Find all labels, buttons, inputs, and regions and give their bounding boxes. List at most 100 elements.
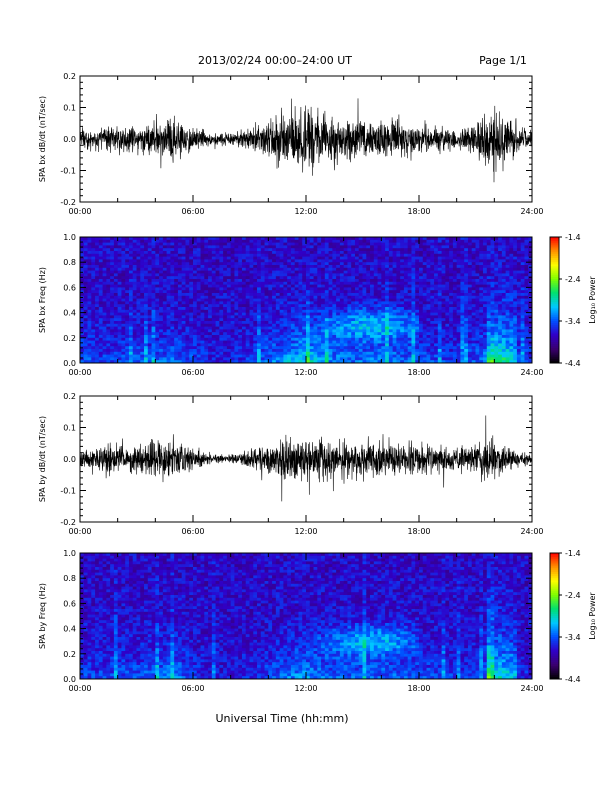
spectrogram-cell bbox=[257, 326, 262, 330]
spectrogram-cell bbox=[95, 273, 100, 277]
spectrogram-cell bbox=[279, 343, 284, 347]
spectrogram-cell bbox=[181, 326, 186, 330]
spectrogram-cell bbox=[400, 267, 405, 271]
spectrogram-cell bbox=[113, 343, 119, 347]
spectrogram-cell bbox=[430, 276, 435, 280]
spectrogram-cell bbox=[449, 251, 454, 255]
spectrogram-cell bbox=[102, 329, 107, 333]
spectrogram-cell bbox=[306, 290, 311, 294]
spectrogram-cell bbox=[264, 273, 269, 277]
spectrogram-cell bbox=[272, 312, 277, 316]
spectrogram-cell bbox=[136, 321, 141, 325]
spectrogram-cell bbox=[430, 265, 435, 269]
spectrogram-cell bbox=[486, 262, 491, 266]
spectrogram-cell bbox=[381, 329, 386, 333]
spectrogram-cell bbox=[249, 343, 254, 347]
spectrogram-cell bbox=[321, 343, 326, 347]
spectrogram-cell bbox=[486, 273, 491, 277]
spectrogram-cell bbox=[407, 335, 412, 339]
spectrogram-cell bbox=[279, 318, 284, 322]
spectrogram-cell bbox=[128, 293, 134, 297]
spectrogram-cell bbox=[381, 349, 386, 353]
spectrogram-cell bbox=[407, 239, 412, 243]
spectrogram-cell bbox=[226, 354, 232, 358]
spectrogram-cell bbox=[136, 276, 141, 280]
spectrogram-cell bbox=[321, 329, 326, 333]
spectrogram-cell bbox=[279, 267, 284, 271]
spectrogram-cell bbox=[83, 284, 88, 288]
spectrogram-cell bbox=[234, 262, 239, 266]
spectrogram-cell bbox=[110, 276, 115, 280]
spectrogram-cell bbox=[132, 360, 137, 364]
spectrogram-cell bbox=[144, 360, 149, 364]
spectrogram-cell bbox=[475, 346, 480, 350]
spectrogram-cell bbox=[185, 351, 190, 355]
spectrogram-cell bbox=[102, 267, 107, 271]
spectrogram-cell bbox=[343, 279, 348, 283]
spectrogram-cell bbox=[471, 309, 476, 313]
spectrogram-cell bbox=[464, 335, 469, 339]
spectrogram-cell bbox=[132, 276, 137, 280]
spectrogram-cell bbox=[321, 323, 326, 327]
spectrogram-cell bbox=[471, 337, 476, 341]
spectrogram-cell bbox=[419, 321, 424, 325]
spectrogram-cell bbox=[290, 357, 296, 361]
spectrogram-cell bbox=[419, 312, 424, 316]
spectrogram-cell bbox=[140, 340, 145, 344]
spectrogram-cell bbox=[411, 267, 416, 271]
spectrogram-cell bbox=[113, 323, 119, 327]
spectrogram-cell bbox=[403, 293, 409, 297]
spectrogram-cell bbox=[290, 343, 296, 347]
spectrogram-cell bbox=[377, 253, 382, 257]
spectrogram-cell bbox=[422, 281, 427, 285]
spectrogram-cell bbox=[95, 315, 100, 319]
spectrogram-cell bbox=[445, 337, 450, 341]
spectrogram-cell bbox=[377, 237, 382, 241]
spectrogram-cell bbox=[347, 251, 352, 255]
spectrogram-cell bbox=[275, 281, 281, 285]
spectrogram-cell bbox=[354, 323, 360, 327]
spectrogram-cell bbox=[80, 279, 85, 283]
spectrogram-cell bbox=[388, 332, 394, 336]
spectrogram-cell bbox=[456, 290, 461, 294]
spectrogram-cell bbox=[306, 298, 311, 302]
spectrogram-cell bbox=[136, 242, 141, 246]
spectrogram-cell bbox=[437, 253, 442, 257]
spectrogram-cell bbox=[483, 293, 488, 297]
spectrogram-cell bbox=[98, 295, 103, 299]
spectrogram-cell bbox=[434, 307, 439, 311]
spectrogram-cell bbox=[400, 284, 405, 288]
spectrogram-cell bbox=[121, 337, 126, 341]
spectrogram-cell bbox=[302, 318, 307, 322]
spectrogram-cell bbox=[358, 253, 363, 257]
spectrogram-cell bbox=[381, 270, 386, 274]
spectrogram-cell bbox=[388, 304, 394, 308]
spectrogram-cell bbox=[290, 335, 296, 339]
spectrogram-cell bbox=[467, 337, 473, 341]
spectrogram-cell bbox=[253, 281, 258, 285]
spectrogram-cell bbox=[336, 290, 341, 294]
spectrogram-cell bbox=[422, 360, 427, 364]
spectrogram-cell bbox=[385, 290, 390, 294]
spectrogram-cell bbox=[388, 239, 394, 243]
spectrogram-cell bbox=[159, 287, 164, 291]
spectrogram-cell bbox=[407, 315, 412, 319]
spectrogram-cell bbox=[336, 323, 341, 327]
spectrogram-cell bbox=[332, 248, 337, 252]
spectrogram-cell bbox=[95, 276, 100, 280]
spectrogram-cell bbox=[354, 332, 360, 336]
spectrogram-cell bbox=[260, 290, 265, 294]
spectrogram-cell bbox=[302, 276, 307, 280]
spectrogram-cell bbox=[181, 287, 186, 291]
spectrogram-cell bbox=[437, 293, 442, 297]
spectrogram-cell bbox=[200, 245, 205, 249]
spectrogram-cell bbox=[159, 307, 164, 311]
spectrogram-cell bbox=[174, 265, 179, 269]
spectrogram-cell bbox=[306, 357, 311, 361]
spectrogram-cell bbox=[117, 279, 122, 283]
spectrogram-cell bbox=[290, 323, 296, 327]
spectrogram-cell bbox=[132, 318, 137, 322]
spectrogram-cell bbox=[445, 281, 450, 285]
spectrogram-cell bbox=[91, 312, 96, 316]
spectrogram-cell bbox=[392, 332, 397, 336]
